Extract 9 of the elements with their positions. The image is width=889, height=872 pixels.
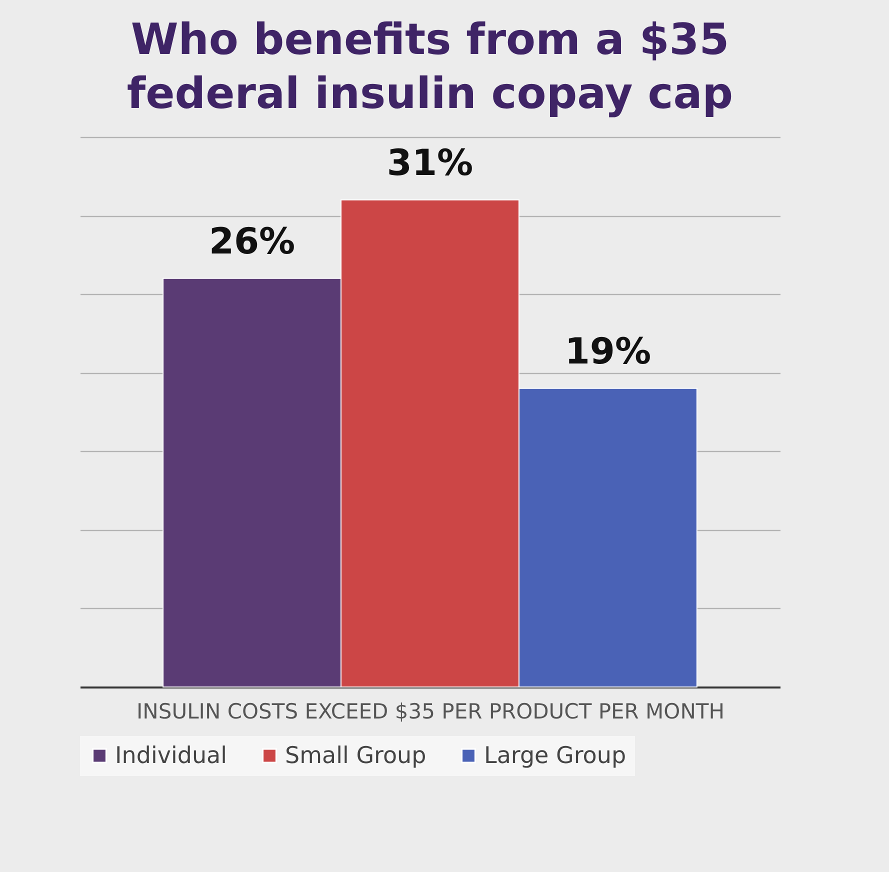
data-label: 26%: [208, 221, 296, 262]
data-label: 31%: [386, 142, 474, 184]
text: Who benefits from a $35: [130, 15, 730, 65]
legend-label: Large Group: [484, 742, 626, 769]
legend-label: Small Group: [285, 742, 426, 769]
legend-label: Individual: [115, 742, 228, 769]
data-label: 19%: [564, 331, 652, 372]
x-axis-title: INSULIN COSTS EXCEED $35 PER PRODUCT PER MONTH: [136, 700, 725, 724]
text: federal insulin copay cap: [126, 69, 734, 119]
